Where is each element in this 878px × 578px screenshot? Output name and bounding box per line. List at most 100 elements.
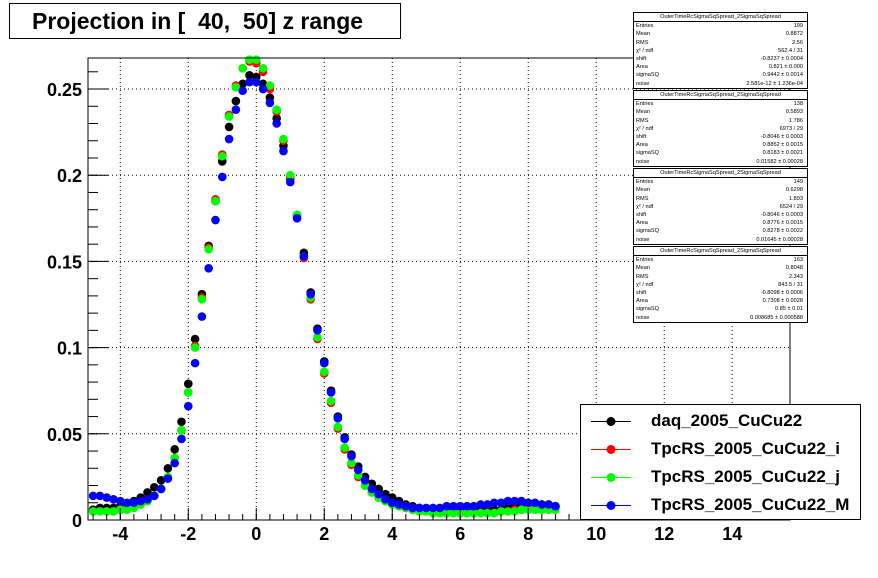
stats-box: OuterTimeRcSigmaSqSpread_2SigmaSqSpread E…: [633, 12, 808, 89]
stats-value: 0.01645 ± 0.00028: [756, 236, 803, 243]
data-point: [313, 332, 322, 342]
stats-value: 6524 / 29: [779, 203, 803, 210]
data-point: [333, 413, 343, 423]
stats-row: Entries 149: [634, 178, 807, 186]
stats-value: 843.5 / 31: [778, 281, 803, 288]
stats-row: Mean 0.6298: [634, 186, 807, 194]
data-point: [551, 501, 560, 511]
legend-label-i: TpcRS_2005_CuCu22_i: [651, 439, 840, 458]
data-point: [102, 493, 111, 502]
legend-marker-daq: [591, 417, 631, 426]
stats-value: 562.4 / 31: [778, 47, 803, 54]
stats-label: χ² / ndf: [636, 281, 654, 288]
data-point: [245, 70, 254, 80]
data-point: [115, 496, 125, 506]
data-point: [292, 214, 302, 223]
x-tick-label: 12: [654, 524, 674, 544]
stats-value: 0.8048: [785, 265, 803, 272]
stats-label: Mean: [636, 187, 650, 194]
data-point: [211, 196, 220, 206]
data-point: [258, 84, 268, 94]
data-point: [122, 505, 132, 514]
stats-row: Area 0.7308 ± 0.0028: [634, 297, 807, 305]
data-point: [143, 488, 152, 497]
data-point: [319, 358, 329, 368]
data-point: [326, 396, 336, 406]
data-point: [381, 495, 390, 504]
stats-value: 0.8278 ± 0.0022: [762, 228, 803, 235]
data-point: [428, 503, 438, 513]
data-point: [190, 343, 200, 352]
stats-label: sigmaSQ: [636, 306, 660, 313]
legend-marker-j: [591, 473, 631, 482]
x-tick-label: 4: [387, 524, 397, 544]
data-point: [421, 503, 431, 513]
legend-entry-j: TpcRS_2005_CuCu22_j: [581, 463, 860, 492]
stats-value: 149: [793, 179, 803, 186]
stats-row: sigmaSQ 0.85 ± 0.01: [634, 305, 807, 313]
data-point: [306, 289, 315, 299]
data-point: [333, 422, 343, 432]
stats-label: sigmaSQ: [636, 72, 660, 79]
y-tick-label: 0.05: [47, 425, 82, 445]
series-3: [88, 77, 560, 513]
stats-row: Area 0.821 ± 0.000: [634, 63, 807, 71]
stats-value: 0.821 ± 0.000: [768, 64, 803, 71]
stats-row: noise 0.008685 ± 0.000588: [634, 314, 807, 322]
stats-row: Mean 0.8872: [634, 30, 807, 38]
stats-label: Entries: [636, 179, 654, 186]
data-point: [455, 501, 465, 511]
data-point: [149, 482, 159, 492]
stats-box: OuterTimeRcSigmaSqSpread_2SigmaSqSpread E…: [633, 90, 808, 167]
data-point: [510, 496, 519, 506]
stats-row: noise 2.581e-12 ± 1.236e-04: [634, 80, 807, 88]
stats-label: noise: [636, 314, 650, 321]
data-point: [435, 503, 445, 513]
data-point: [496, 507, 506, 516]
stats-label: noise: [636, 158, 650, 165]
stats-box: OuterTimeRcSigmaSqSpread_2SigmaSqSpread E…: [633, 168, 808, 245]
stats-label: shift: [636, 290, 647, 297]
legend: daq_2005_CuCu22 TpcRS_2005_CuCu22_i TpcR…: [580, 404, 861, 520]
data-point: [163, 474, 173, 483]
stats-label: Area: [636, 142, 648, 149]
data-point: [340, 434, 349, 444]
data-point: [483, 500, 492, 509]
data-point: [183, 401, 193, 411]
data-point: [156, 476, 166, 485]
data-point: [449, 508, 458, 518]
x-tick-label: -4: [112, 524, 128, 544]
stats-label: χ² / ndf: [636, 203, 654, 210]
stats-row: shift -0.8046 ± 0.0003: [634, 211, 807, 219]
axis-ticks: -4 -2 0 2 4 6 8 10 12 14 0 0.05 0.1 0.15 0.2 0.25: [47, 71, 788, 544]
data-point: [204, 245, 213, 254]
data-point: [496, 498, 506, 508]
data-point: [197, 295, 207, 304]
data-point: [503, 496, 513, 506]
x-tick-label: 14: [722, 524, 742, 544]
data-point: [265, 98, 275, 108]
data-point: [523, 498, 533, 508]
data-point: [177, 434, 186, 444]
stats-label: Entries: [636, 257, 654, 264]
data-point: [211, 215, 220, 225]
data-point: [462, 501, 472, 511]
data-point: [285, 177, 295, 187]
legend-label-M: TpcRS_2005_CuCu22_M: [651, 495, 850, 514]
data-point: [313, 326, 322, 335]
data-point: [483, 508, 492, 518]
y-tick-label: 0.1: [57, 339, 82, 359]
data-point: [449, 501, 458, 511]
stats-row: Mean 0.8048: [634, 264, 807, 272]
data-point: [251, 77, 261, 87]
stats-row: Mean 0.5893: [634, 108, 807, 116]
data-point: [88, 491, 98, 501]
data-point: [353, 465, 363, 475]
legend-entry-M: TpcRS_2005_CuCu22_M: [581, 491, 860, 520]
stats-row: χ² / ndf 6973 / 29: [634, 125, 807, 133]
data-point: [217, 151, 227, 161]
stats-value: -0.8046 ± 0.0003: [760, 212, 803, 219]
data-point: [319, 367, 329, 377]
stats-box: OuterTimeRcSigmaSqSpread_2SigmaSqSpread E…: [633, 246, 808, 323]
legend-entry-daq: daq_2005_CuCu22: [581, 407, 860, 436]
